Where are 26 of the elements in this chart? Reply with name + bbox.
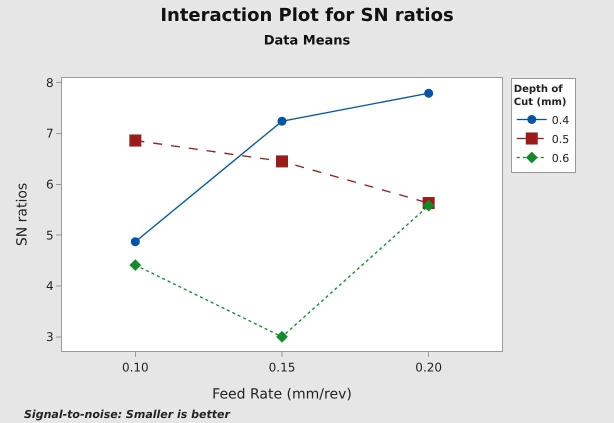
- point: [278, 116, 286, 126]
- x-axis-title: Feed Rate (mm/rev): [212, 386, 352, 403]
- chart-title: Interaction Plot for SN ratios: [160, 5, 454, 26]
- legend-label: 0.6: [552, 152, 570, 165]
- legend-title: Depth of Cut (mm): [514, 84, 567, 108]
- point: [424, 88, 434, 98]
- text: Signal-to-noise: Smaller is better: [24, 408, 230, 421]
- x-tick-label: 0.10: [122, 360, 149, 374]
- point: [130, 237, 140, 246]
- y-tick-label: 6: [46, 177, 54, 192]
- x-tick-label: 0.20: [415, 360, 442, 374]
- legend-label: 0.4: [552, 114, 570, 127]
- point: [129, 134, 142, 147]
- y-tick-label: 3: [46, 330, 54, 344]
- point: [276, 155, 288, 168]
- point: [422, 200, 435, 212]
- y-tick-label: 4: [46, 279, 54, 294]
- y-tick-label: 8: [46, 76, 54, 90]
- y-tick-label: 7: [46, 126, 54, 141]
- point: [276, 330, 288, 343]
- chart-subtitle: Data Means: [264, 34, 351, 49]
- legend-label: 0.5: [552, 132, 570, 146]
- x-tick-label: 0.15: [268, 360, 296, 374]
- y-tick-label: 5: [46, 228, 54, 242]
- point: [129, 259, 142, 271]
- y-axis-title: SN ratios: [14, 182, 31, 246]
